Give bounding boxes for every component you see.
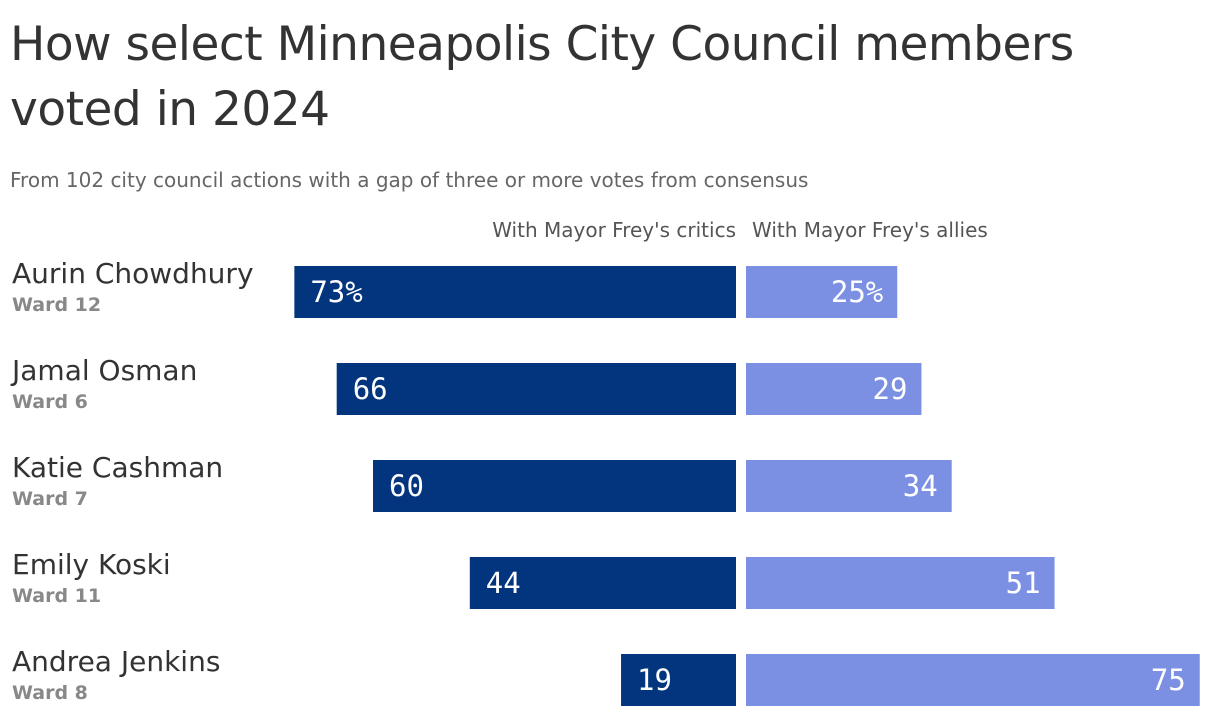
bar-critics xyxy=(469,557,736,609)
bar-allies xyxy=(746,363,922,415)
bar-critics xyxy=(336,363,736,415)
member-name: Andrea Jenkins xyxy=(12,645,220,678)
legend-critics: With Mayor Frey's critics xyxy=(492,218,736,242)
bar-allies xyxy=(746,266,898,318)
bar-allies xyxy=(746,460,952,512)
member-name: Katie Cashman xyxy=(12,451,223,484)
value-label-allies: 25% xyxy=(831,275,883,309)
chart-title: How select Minneapolis City Council memb… xyxy=(10,17,1074,137)
ward-label: Ward 6 xyxy=(12,391,88,413)
bar-critics xyxy=(621,654,736,706)
member-name: Emily Koski xyxy=(12,548,171,581)
ward-label: Ward 12 xyxy=(12,294,101,316)
bar-critics xyxy=(294,266,736,318)
chart-row: Jamal Osman Ward 6 66 29 xyxy=(10,354,922,415)
chart-row: Andrea Jenkins Ward 8 19 75 xyxy=(12,645,1200,706)
member-name: Aurin Chowdhury xyxy=(12,257,254,290)
ward-label: Ward 11 xyxy=(12,585,101,607)
legend-allies: With Mayor Frey's allies xyxy=(752,218,988,242)
chart-row: Emily Koski Ward 11 44 51 xyxy=(12,548,1055,609)
bar-critics xyxy=(373,460,736,512)
chart-row: Katie Cashman Ward 7 60 34 xyxy=(12,451,952,512)
value-label-critics: 60 xyxy=(389,469,424,503)
ward-label: Ward 7 xyxy=(12,488,88,510)
member-name: Jamal Osman xyxy=(10,354,197,387)
chart-row: Aurin Chowdhury Ward 12 73% 25% xyxy=(12,257,898,318)
value-label-allies: 51 xyxy=(1006,566,1041,600)
ward-label: Ward 8 xyxy=(12,682,88,704)
value-label-critics: 19 xyxy=(637,663,672,697)
value-label-allies: 29 xyxy=(873,372,908,406)
value-label-allies: 34 xyxy=(903,469,938,503)
value-label-allies: 75 xyxy=(1151,663,1186,697)
bar-allies xyxy=(746,654,1200,706)
bar-allies xyxy=(746,557,1055,609)
value-label-critics: 73% xyxy=(310,275,362,309)
value-label-critics: 44 xyxy=(486,566,521,600)
chart-subtitle: From 102 city council actions with a gap… xyxy=(10,168,809,192)
value-label-critics: 66 xyxy=(353,372,388,406)
